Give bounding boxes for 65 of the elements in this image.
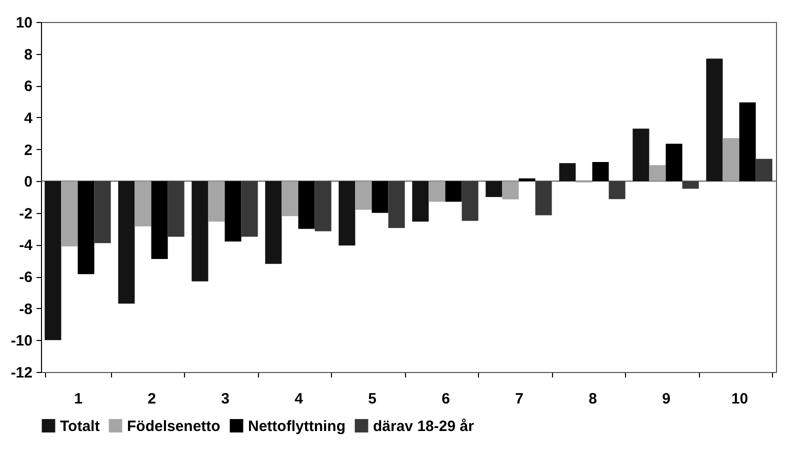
- bar: [134, 181, 152, 226]
- y-tick-label: -12: [10, 364, 32, 382]
- x-tick-label: 4: [294, 390, 304, 408]
- bar: [224, 181, 242, 242]
- bar: [118, 181, 135, 304]
- y-tick-label: 0: [24, 174, 32, 191]
- bar: [168, 181, 184, 237]
- bar: [739, 102, 756, 182]
- bar: [632, 128, 650, 182]
- bar: [608, 181, 626, 200]
- bar: [298, 181, 315, 229]
- bar: [388, 181, 405, 228]
- bar: [486, 181, 502, 197]
- bar: [208, 181, 225, 222]
- bar: [151, 181, 168, 260]
- bar: [428, 181, 446, 202]
- bar: [192, 181, 208, 282]
- x-tick-label: 10: [731, 390, 748, 408]
- bar: [502, 181, 519, 200]
- bar: [78, 181, 94, 274]
- bar: [445, 181, 462, 202]
- bar: [314, 181, 332, 232]
- bar: [412, 181, 429, 222]
- y-tick-label: 10: [16, 14, 32, 32]
- bar: [756, 158, 772, 182]
- bar: [241, 181, 258, 237]
- y-tick-label: 2: [24, 142, 32, 159]
- x-tick-label: 6: [442, 390, 450, 408]
- x-tick-label: 5: [368, 390, 376, 408]
- bar: [706, 58, 723, 182]
- bar: [338, 181, 356, 246]
- bar: [592, 162, 609, 182]
- bar: [44, 181, 62, 340]
- y-tick-label: -10: [10, 332, 32, 350]
- y-tick-label: 4: [24, 110, 34, 127]
- bar: [462, 181, 478, 221]
- bar: [355, 181, 372, 210]
- x-tick-label: 1: [74, 390, 82, 408]
- legend-label: Nettoflyttning: [248, 418, 346, 435]
- x-tick-label: 9: [662, 390, 670, 408]
- x-tick-label: 8: [588, 390, 597, 408]
- y-tick-label: -6: [19, 269, 32, 286]
- bar: [649, 165, 666, 182]
- bar: [682, 181, 699, 189]
- x-tick-label: 3: [221, 390, 230, 408]
- bar: [518, 178, 536, 182]
- bar: [282, 181, 298, 216]
- bar: [265, 181, 282, 264]
- bar: [372, 181, 388, 213]
- bar: [666, 144, 682, 182]
- y-tick-label: 8: [24, 46, 32, 64]
- x-tick-label: 7: [515, 390, 524, 408]
- x-tick-label: 2: [148, 390, 156, 408]
- bar: [559, 163, 576, 182]
- bar: [722, 138, 740, 182]
- y-tick-label: -8: [19, 300, 32, 318]
- y-tick-label: -2: [19, 205, 32, 222]
- bar: [94, 181, 111, 244]
- y-tick-label: -4: [19, 237, 34, 254]
- legend-label: Födelsenetto: [127, 418, 220, 435]
- y-tick-label: 6: [24, 78, 32, 96]
- bar: [61, 181, 78, 246]
- legend-label: därav 18-29 år: [373, 418, 474, 435]
- legend-label: Totalt: [60, 418, 100, 435]
- bar: [535, 181, 552, 216]
